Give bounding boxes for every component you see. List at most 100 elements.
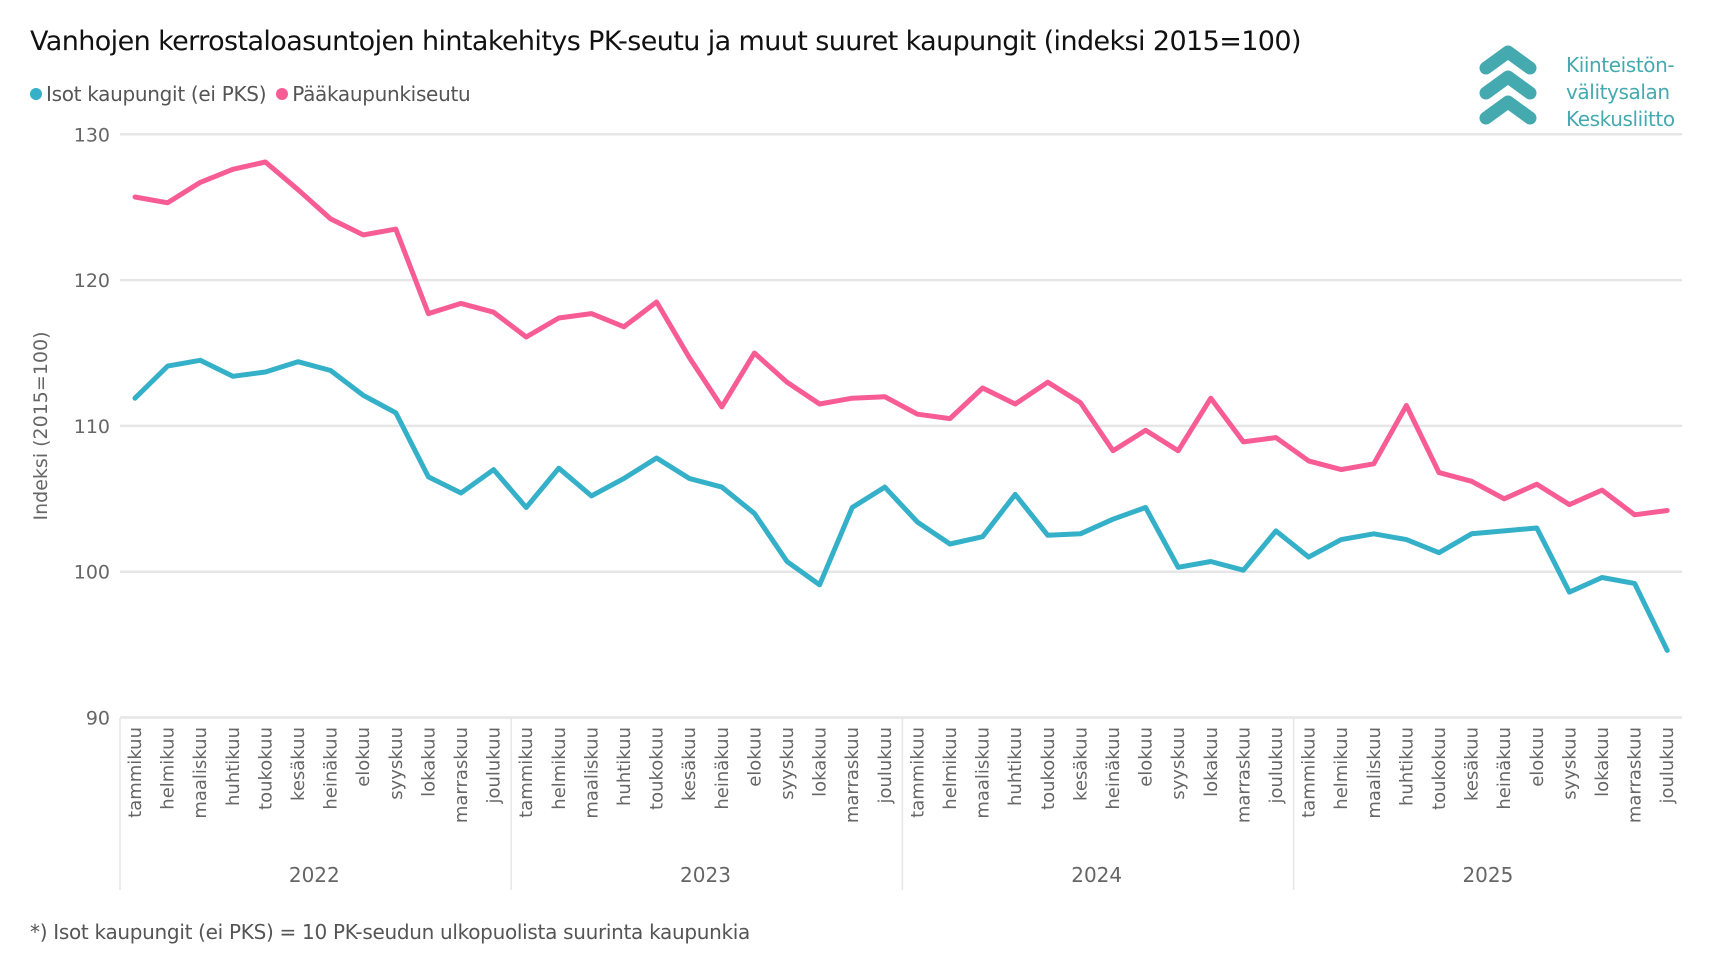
data-point[interactable] [296, 359, 301, 364]
data-point[interactable] [1371, 531, 1376, 536]
data-point[interactable] [817, 582, 822, 587]
data-point[interactable] [1600, 575, 1605, 580]
data-point[interactable] [1339, 537, 1344, 542]
data-point[interactable] [1469, 531, 1474, 536]
data-point[interactable] [1208, 559, 1213, 564]
data-point[interactable] [1437, 550, 1442, 555]
data-point[interactable] [491, 310, 496, 315]
data-point[interactable] [915, 520, 920, 525]
data-point[interactable] [882, 485, 887, 490]
data-point[interactable] [752, 511, 757, 516]
data-point[interactable] [198, 180, 203, 185]
data-point[interactable] [948, 541, 953, 546]
data-point[interactable] [1437, 470, 1442, 475]
data-point[interactable] [1567, 590, 1572, 595]
data-point[interactable] [165, 200, 170, 205]
data-point[interactable] [1404, 403, 1409, 408]
data-point[interactable] [556, 316, 561, 321]
data-point[interactable] [589, 493, 594, 498]
data-point[interactable] [1274, 435, 1279, 440]
data-point[interactable] [719, 404, 724, 409]
data-point[interactable] [1143, 428, 1148, 433]
data-point[interactable] [491, 467, 496, 472]
data-point[interactable] [1274, 528, 1279, 533]
legend-item-isot-kaupungit[interactable]: Isot kaupungit (ei PKS) [30, 82, 267, 106]
data-point[interactable] [1045, 380, 1050, 385]
data-point[interactable] [687, 476, 692, 481]
data-point[interactable] [752, 351, 757, 356]
data-point[interactable] [524, 334, 529, 339]
data-point[interactable] [1111, 517, 1116, 522]
data-point[interactable] [1665, 648, 1670, 653]
data-point[interactable] [1339, 467, 1344, 472]
data-point[interactable] [426, 311, 431, 316]
data-point[interactable] [459, 490, 464, 495]
data-point[interactable] [1469, 479, 1474, 484]
data-point[interactable] [850, 505, 855, 510]
data-point[interactable] [1078, 400, 1083, 405]
data-point[interactable] [1078, 531, 1083, 536]
data-point[interactable] [1241, 568, 1246, 573]
data-point[interactable] [361, 232, 366, 237]
data-point[interactable] [622, 476, 627, 481]
data-point[interactable] [165, 364, 170, 369]
data-point[interactable] [556, 466, 561, 471]
data-point[interactable] [230, 167, 235, 172]
data-point[interactable] [850, 396, 855, 401]
data-point[interactable] [133, 396, 138, 401]
data-point[interactable] [1600, 488, 1605, 493]
data-point[interactable] [1534, 482, 1539, 487]
data-point[interactable] [1665, 508, 1670, 513]
data-point[interactable] [1111, 448, 1116, 453]
data-point[interactable] [1534, 525, 1539, 530]
data-point[interactable] [1176, 448, 1181, 453]
data-point[interactable] [1371, 461, 1376, 466]
data-point[interactable] [1404, 537, 1409, 542]
data-point[interactable] [328, 216, 333, 221]
data-point[interactable] [393, 227, 398, 232]
legend-item-paakaupunkiseutu[interactable]: Pääkaupunkiseutu [276, 82, 471, 106]
data-point[interactable] [426, 474, 431, 479]
data-point[interactable] [296, 187, 301, 192]
data-point[interactable] [1502, 528, 1507, 533]
data-point[interactable] [328, 368, 333, 373]
data-point[interactable] [1632, 581, 1637, 586]
data-point[interactable] [1143, 505, 1148, 510]
data-point[interactable] [459, 301, 464, 306]
data-point[interactable] [524, 505, 529, 510]
data-point[interactable] [1241, 439, 1246, 444]
data-point[interactable] [687, 355, 692, 360]
data-point[interactable] [719, 485, 724, 490]
data-point[interactable] [980, 534, 985, 539]
data-point[interactable] [1567, 502, 1572, 507]
data-point[interactable] [1013, 492, 1018, 497]
data-point[interactable] [263, 160, 268, 165]
data-point[interactable] [785, 380, 790, 385]
data-point[interactable] [785, 559, 790, 564]
data-point[interactable] [1013, 402, 1018, 407]
data-point[interactable] [1306, 458, 1311, 463]
data-point[interactable] [361, 393, 366, 398]
data-point[interactable] [654, 299, 659, 304]
data-point[interactable] [263, 369, 268, 374]
data-point[interactable] [230, 374, 235, 379]
data-point[interactable] [1306, 555, 1311, 560]
data-point[interactable] [1632, 512, 1637, 517]
data-point[interactable] [133, 194, 138, 199]
data-point[interactable] [1502, 496, 1507, 501]
series-line-isot-kaupungit[interactable] [132, 357, 1670, 653]
data-point[interactable] [915, 412, 920, 417]
data-point[interactable] [393, 410, 398, 415]
data-point[interactable] [198, 358, 203, 363]
data-point[interactable] [817, 402, 822, 407]
data-point[interactable] [1176, 565, 1181, 570]
data-point[interactable] [654, 455, 659, 460]
data-point[interactable] [948, 416, 953, 421]
data-point[interactable] [1208, 396, 1213, 401]
data-point[interactable] [980, 385, 985, 390]
data-point[interactable] [622, 324, 627, 329]
data-point[interactable] [1045, 533, 1050, 538]
data-point[interactable] [589, 311, 594, 316]
series-line-paakaupunkiseutu[interactable] [132, 159, 1670, 518]
data-point[interactable] [882, 394, 887, 399]
